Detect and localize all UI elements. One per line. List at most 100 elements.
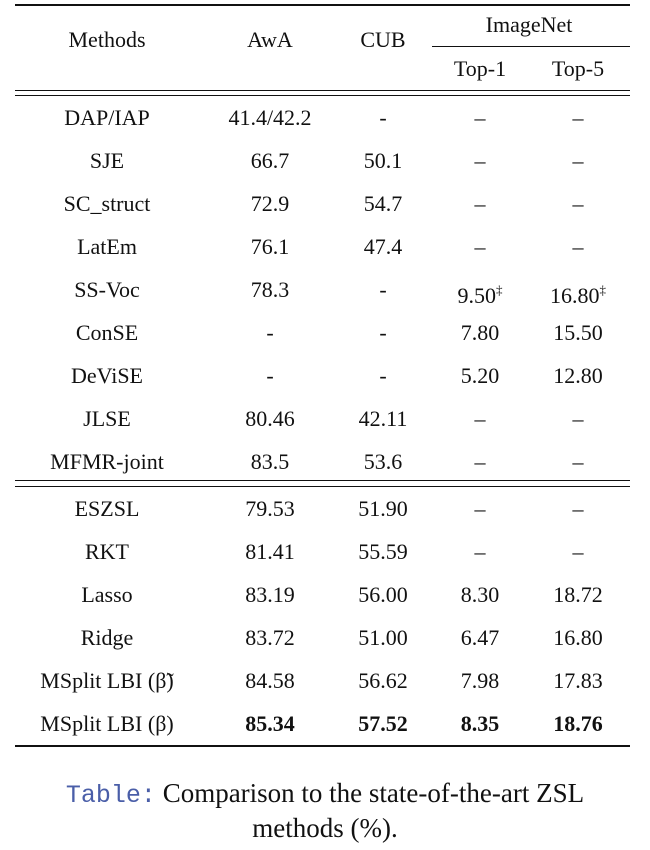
table-cell: 80.46	[245, 406, 295, 431]
table-cell: –	[474, 191, 486, 216]
table-cell: 83.5	[250, 449, 290, 474]
cell-text: 57.52	[358, 711, 408, 736]
table-cell: 57.52	[358, 702, 408, 745]
table-cell: 16.80‡	[550, 268, 606, 311]
group-rule	[15, 486, 630, 487]
table-cell: 16.80	[553, 625, 603, 650]
table-cell: 18.72	[553, 582, 603, 607]
table-cell: 54.7	[363, 191, 403, 216]
table-cell: –	[474, 449, 486, 474]
table-cell: 41.4/42.2	[228, 105, 312, 130]
table-cell: 51.00	[358, 625, 408, 650]
table-cell: ConSE	[75, 320, 139, 345]
cell-mark: ‡	[599, 282, 607, 297]
table-cell: -	[266, 320, 274, 345]
table-cell: 7.98	[460, 668, 500, 693]
table-cell: LatEm	[77, 234, 137, 259]
table-cell: 51.90	[358, 496, 408, 521]
table-cell: –	[572, 406, 584, 431]
table-cell: 83.19	[245, 582, 295, 607]
table-cell: RKT	[85, 539, 129, 564]
table-cell: MSplit LBI (β)	[40, 711, 174, 736]
table-cell: -	[266, 363, 274, 388]
table-cell: –	[572, 234, 584, 259]
table-cell: 5.20	[460, 363, 500, 388]
table-cell: 76.1	[250, 234, 290, 259]
table-cell: –	[572, 148, 584, 173]
table-cell: –	[572, 105, 584, 130]
table-cell: ESZSL	[74, 496, 140, 521]
table-cell: 83.72	[245, 625, 295, 650]
table-cell: 79.53	[245, 496, 295, 521]
table-cell: –	[474, 105, 486, 130]
cell-mark: ‡	[496, 282, 503, 297]
table-cell: –	[572, 496, 584, 521]
table-cell: 15.50	[553, 320, 603, 345]
table-cell: MSplit LBI (β̃)	[40, 668, 174, 693]
table-cell: 42.11	[358, 406, 408, 431]
caption-text: Comparison to the state-of-the-art ZSL	[162, 778, 585, 808]
table-cell: –	[474, 406, 486, 431]
table-cell: 66.7	[250, 148, 290, 173]
table-cell: 7.80	[460, 320, 500, 345]
table-cell: -	[379, 363, 387, 388]
table-cell: 17.83	[553, 668, 603, 693]
cell-text: 16.80	[550, 283, 600, 308]
table-cell: –	[572, 449, 584, 474]
imagenet-rule	[432, 46, 630, 47]
cell-text: 85.34	[245, 711, 295, 736]
cell-text: 9.50	[457, 283, 497, 308]
bottom-rule	[15, 745, 630, 747]
table-cell: -	[379, 277, 387, 302]
table-cell: 8.30	[460, 582, 500, 607]
column-header: Top-5	[551, 56, 605, 81]
table-cell: 47.4	[363, 234, 403, 259]
group-rule	[15, 480, 630, 481]
table-cell: JLSE	[83, 406, 131, 431]
table-cell: 55.59	[358, 539, 408, 564]
table-cell: 50.1	[363, 148, 403, 173]
table-cell: 9.50‡	[458, 268, 503, 311]
table-cell: SC_struct	[63, 191, 151, 216]
table-cell: 81.41	[245, 539, 295, 564]
table-cell: 56.00	[358, 582, 408, 607]
table-cell: 56.62	[358, 668, 408, 693]
table-cell: 72.9	[250, 191, 290, 216]
column-header: Top-1	[453, 56, 507, 81]
table-cell: Lasso	[81, 582, 133, 607]
table-cell: 12.80	[553, 363, 603, 388]
table-cell: DAP/IAP	[64, 105, 150, 130]
caption-text: methods (%).	[252, 813, 398, 843]
cell-text: 18.76	[553, 711, 603, 736]
table-cell: MFMR-joint	[50, 449, 164, 474]
header-rule	[15, 90, 630, 91]
table-cell: –	[572, 539, 584, 564]
table-cell: –	[474, 539, 486, 564]
table-cell: 85.34	[245, 702, 295, 745]
table-cell: –	[474, 234, 486, 259]
table-cell: DeViSE	[70, 363, 144, 388]
table-cell: -	[379, 320, 387, 345]
table-cell: –	[572, 191, 584, 216]
table-cell: 18.76	[553, 702, 603, 745]
table-cell: 78.3	[250, 277, 290, 302]
caption-line: Table: Comparison to the state-of-the-ar…	[0, 778, 650, 810]
table-cell: 8.35	[461, 702, 500, 745]
caption-label: Table:	[65, 781, 156, 810]
top-rule	[15, 4, 630, 6]
table-cell: –	[474, 148, 486, 173]
table-cell: SJE	[89, 148, 125, 173]
table-cell: 6.47	[460, 625, 500, 650]
table-cell: Ridge	[80, 625, 134, 650]
column-header: AwA	[247, 27, 293, 52]
table-cell: 84.58	[245, 668, 295, 693]
column-header: ImageNet	[485, 12, 573, 37]
cell-text: 8.35	[460, 711, 500, 736]
table-cell: –	[474, 496, 486, 521]
table-cell: SS-Voc	[74, 277, 140, 302]
table-cell: -	[379, 105, 387, 130]
column-header: CUB	[360, 27, 406, 52]
header-rule	[15, 95, 630, 96]
column-header: Methods	[68, 27, 146, 52]
